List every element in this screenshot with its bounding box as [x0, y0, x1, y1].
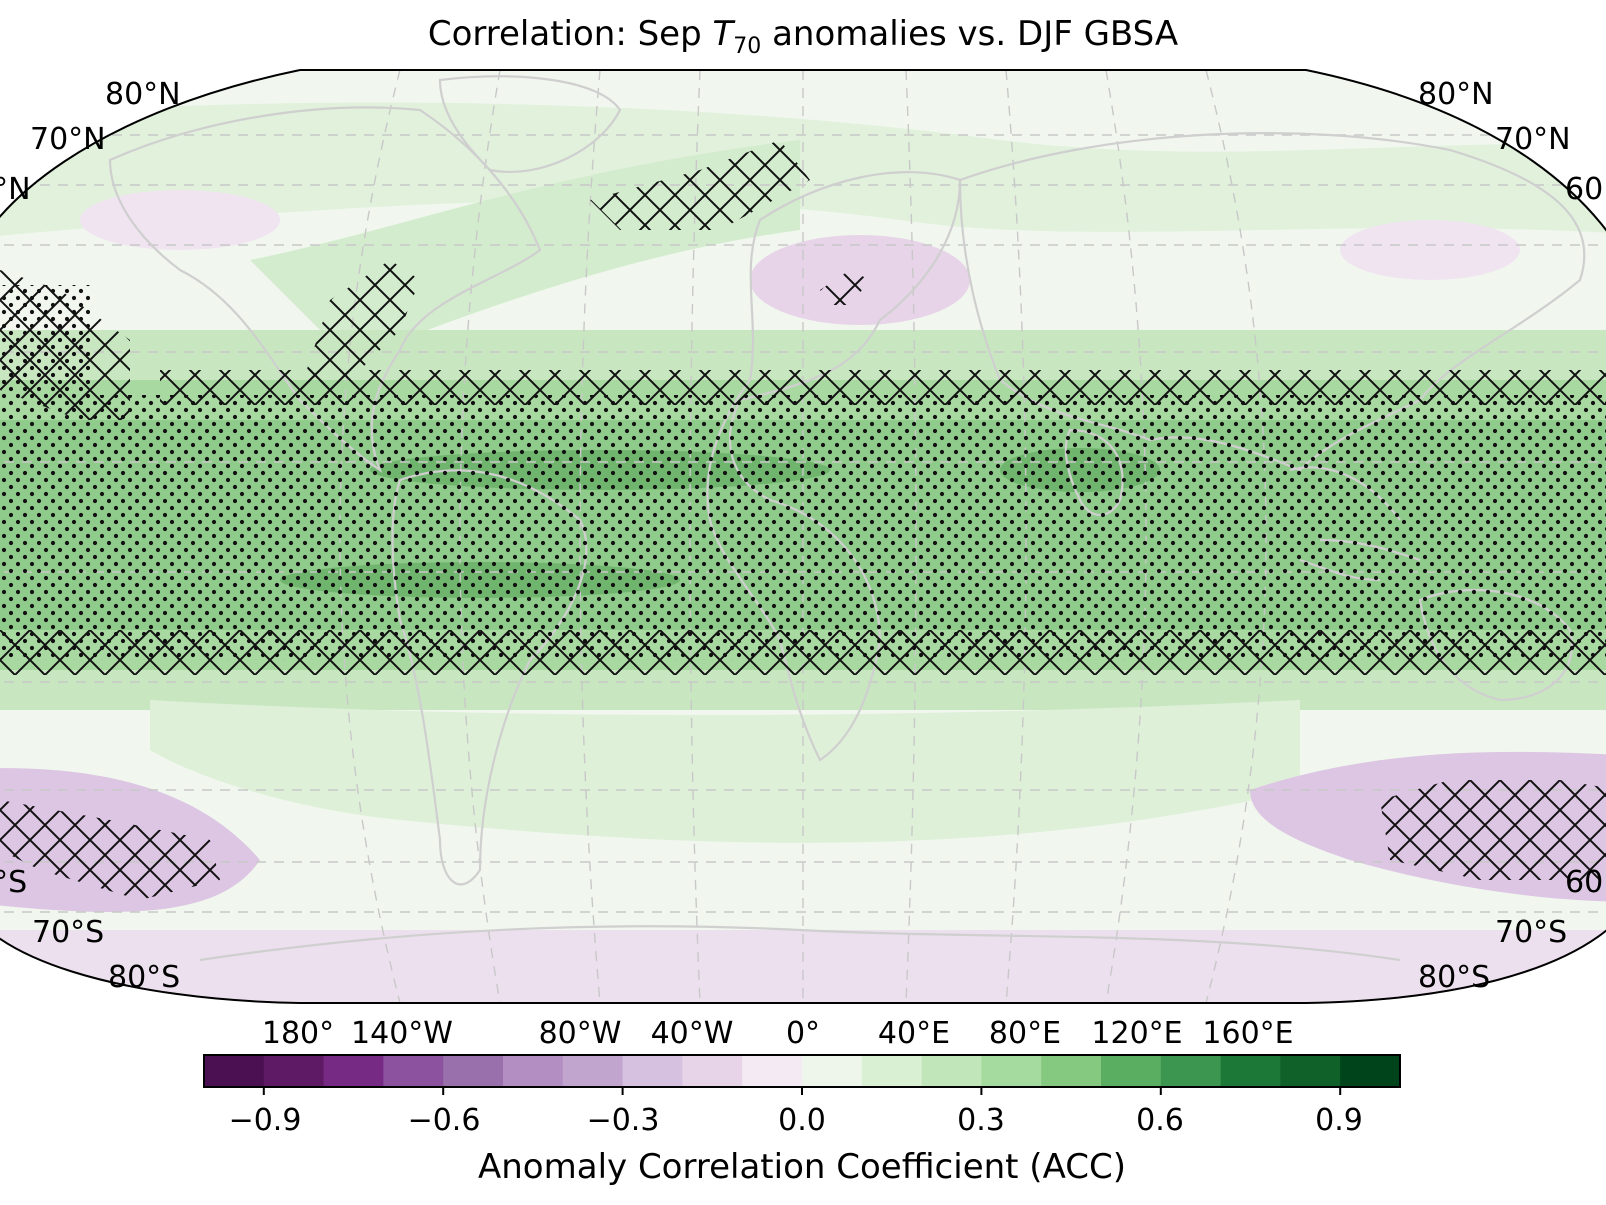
hatching [0, 140, 1606, 900]
colorbar-cell [383, 1055, 444, 1087]
colorbar-ticks [262, 1087, 1342, 1095]
colorbar-title: Anomaly Correlation Coefficient (ACC) [478, 1147, 1126, 1187]
lon-label: 80°W [539, 1016, 622, 1051]
lat-label: 80°S [1418, 960, 1490, 995]
north-positive-band [0, 102, 1606, 240]
lat-label: 80°N [105, 77, 181, 112]
hatch-tropics-north-edge [160, 370, 1606, 405]
lon-label: 160°E [1202, 1016, 1293, 1051]
map-panel [0, 70, 1606, 1003]
east-asia-negative [1340, 220, 1520, 280]
colorbar-tick-label: 0.6 [1136, 1103, 1184, 1138]
lon-label: 40°W [651, 1016, 734, 1051]
lat-label: 80°N [1418, 77, 1494, 112]
north-pacific-negative [80, 190, 280, 250]
colorbar-cell [742, 1055, 803, 1087]
colorbar-cell [562, 1055, 624, 1087]
lat-label: 70°S [32, 915, 104, 950]
lat-label: 60°S [1565, 865, 1606, 900]
colorbar-cell [1280, 1055, 1341, 1087]
lat-label: 60°S [0, 865, 27, 900]
hatch-europe [820, 270, 870, 305]
north-america-outline [108, 106, 542, 473]
colorbar-cell [263, 1055, 325, 1087]
colorbar-cell [204, 1055, 265, 1087]
antarctica-outline [199, 925, 1401, 962]
colorbar-tick-label: −0.6 [408, 1103, 481, 1138]
map-border [0, 69, 1606, 1004]
colorbar-cell [323, 1055, 384, 1087]
hatch-npacific [0, 270, 130, 420]
lat-label: 60°N [1565, 172, 1606, 207]
colorbar-tick-label: 0.0 [778, 1103, 826, 1138]
colorbar-cell [443, 1055, 504, 1087]
lon-label: 80°E [989, 1016, 1061, 1051]
lat-label: 70°S [1495, 915, 1567, 950]
colorbar-cell [1220, 1055, 1281, 1087]
lon-label: 40°E [878, 1016, 950, 1051]
colorbar-cell [1101, 1055, 1162, 1087]
greenland-outline [438, 75, 622, 173]
lon-label: 140°W [351, 1016, 453, 1051]
lon-label: 120°E [1091, 1016, 1182, 1051]
colorbar-tick-label: −0.9 [229, 1103, 302, 1138]
lat-label: 60°N [0, 172, 31, 207]
hatch-north-atlantic [590, 140, 810, 230]
lat-labels-right: 80°N 70°N 60°N 60°S 70°S 80°S [1418, 77, 1606, 995]
figure-title: Correlation: Sep T70 anomalies vs. DJF G… [428, 14, 1178, 59]
lat-label: 80°S [108, 960, 180, 995]
south-positive-band [150, 700, 1300, 843]
lon-label: 180° [262, 1016, 334, 1051]
colorbar-tick-label: −0.3 [587, 1103, 660, 1138]
colorbar-cell [802, 1055, 863, 1087]
colorbar-tick-label: 0.9 [1315, 1103, 1363, 1138]
colorbar-cell [1041, 1055, 1102, 1087]
lon-label: 0° [786, 1016, 820, 1051]
colorbar-cell [921, 1055, 982, 1087]
stippling-tropics [0, 395, 1606, 660]
colorbar-cell [503, 1055, 564, 1087]
colorbar: −0.9 −0.6 −0.3 0.0 0.3 0.6 0.9 Anomaly C… [203, 1054, 1401, 1187]
lat-labels-left: 80°N 70°N 60°N 60°S 70°S 80°S [0, 77, 181, 995]
colorbar-cell [682, 1055, 743, 1087]
lat-label: 70°N [30, 122, 106, 157]
colorbar-cell [861, 1055, 923, 1087]
hatch-south-pacific-west [0, 800, 220, 900]
lon-labels: 180° 140°W 80°W 40°W 0° 40°E 80°E 120°E … [262, 1016, 1294, 1051]
hatch-tropics-south-edge [0, 630, 1606, 675]
colorbar-cell [1340, 1055, 1401, 1087]
colorbar-cell [622, 1055, 683, 1087]
lat-label: 70°N [1495, 122, 1571, 157]
colorbar-cells [204, 1055, 1401, 1087]
colorbar-cell [1160, 1055, 1222, 1087]
hatch-us-east [300, 260, 420, 390]
hatch-south-pacific-east [1380, 780, 1606, 880]
colorbar-tick-label: 0.3 [957, 1103, 1005, 1138]
colorbar-cell [981, 1055, 1042, 1087]
